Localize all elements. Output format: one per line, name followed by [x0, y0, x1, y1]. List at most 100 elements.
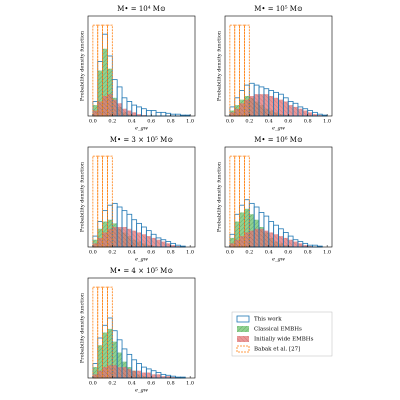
- x-tick-label: 0.8: [167, 250, 175, 256]
- hist-bar: [253, 206, 260, 248]
- hist-bar: [117, 227, 123, 247]
- x-tick-label: 1.0: [323, 250, 331, 256]
- hist-bar: [92, 155, 99, 248]
- hist-bar: [297, 108, 303, 116]
- hist-bar: [116, 206, 123, 248]
- hist-bar: [102, 232, 108, 247]
- hist-bar: [92, 110, 98, 116]
- hist-bar: [126, 353, 133, 379]
- x-tick-label: 0.2: [108, 250, 116, 256]
- hist-bar: [278, 93, 284, 117]
- hist-bar: [263, 88, 270, 117]
- axes-frame: [224, 15, 333, 117]
- hist-bar: [307, 246, 313, 247]
- hist-bar: [122, 367, 127, 378]
- hist-bar: [297, 243, 303, 247]
- axes-frame: [224, 146, 333, 248]
- hist-bar: [102, 367, 108, 378]
- y-axis-label: Probability density function: [217, 161, 223, 232]
- hist-bar: [297, 241, 304, 248]
- hist-bar: [136, 114, 142, 116]
- hist-bar: [145, 368, 152, 379]
- hist-bar: [117, 352, 123, 378]
- hist-bar: [229, 155, 236, 248]
- x-tick-label: 1.0: [323, 119, 331, 125]
- hist-bar: [107, 24, 113, 117]
- hist-bar: [234, 155, 240, 248]
- hist-bar: [175, 246, 181, 247]
- hist-bar: [102, 96, 108, 116]
- hist-bar: [131, 230, 137, 247]
- panel-title: M• = 10⁵ M⊙: [254, 5, 303, 13]
- hist-bar: [258, 212, 265, 248]
- hist-bar: [145, 110, 152, 117]
- x-tick-label: 0.2: [108, 381, 116, 387]
- hist-bar: [155, 372, 162, 379]
- hist-bar: [263, 230, 269, 247]
- hist-bar: [234, 108, 240, 116]
- hist-bar: [97, 370, 103, 378]
- hist-bar: [170, 242, 176, 248]
- legend-label: Initially wide EMBHs: [254, 337, 314, 343]
- hist-bar: [102, 24, 108, 117]
- hist-bar: [102, 155, 108, 248]
- hist-bar: [273, 91, 279, 117]
- hist-bar: [112, 227, 118, 247]
- hist-bar: [239, 24, 245, 117]
- x-axis-label: e_gw: [272, 257, 286, 263]
- legend-swatch: [237, 326, 249, 332]
- hist-bar: [239, 236, 245, 247]
- hist-bar: [165, 243, 171, 247]
- hist-bar: [107, 94, 113, 116]
- panel-title: M• = 3 × 10⁵ M⊙: [110, 136, 173, 144]
- hist-bar: [97, 101, 103, 116]
- hist-bar: [317, 115, 323, 116]
- x-tick-label: 0.8: [167, 381, 175, 387]
- hist-bar: [131, 219, 138, 248]
- hist-bar: [234, 239, 240, 247]
- hist-bar: [160, 376, 166, 378]
- x-tick-label: 0.2: [245, 119, 253, 125]
- panel-title: M• = 10⁴ M⊙: [117, 5, 166, 13]
- hist-bar: [121, 348, 128, 379]
- hist-bar: [117, 367, 123, 378]
- hist-bar: [112, 365, 118, 378]
- hist-bar: [273, 234, 279, 247]
- y-axis-label: Probability density function: [80, 30, 86, 101]
- hist-bar: [141, 115, 147, 116]
- x-tick-label: 0.8: [167, 119, 175, 125]
- x-axis-label: e_gw: [135, 388, 149, 394]
- legend-swatch: [237, 336, 249, 342]
- x-axis-label: e_gw: [272, 126, 286, 132]
- hist-bar: [239, 103, 245, 116]
- x-tick-label: 0.0: [226, 250, 234, 256]
- hist-bar: [131, 370, 137, 378]
- hist-bar: [297, 106, 304, 117]
- y-axis-label: Probability density function: [80, 161, 86, 232]
- hist-bar: [97, 237, 103, 247]
- hist-bar: [268, 232, 274, 247]
- hist-bar: [151, 237, 157, 247]
- hist-bar: [136, 222, 142, 248]
- hist-bar: [107, 68, 113, 116]
- axes-frame: [87, 15, 196, 117]
- hist-bar: [254, 94, 260, 116]
- x-tick-label: 0.2: [245, 250, 253, 256]
- hist-bar: [107, 155, 113, 248]
- x-tick-label: 0.0: [89, 119, 97, 125]
- hist-bar: [150, 370, 157, 379]
- hist-bar: [283, 237, 289, 247]
- hist-bar: [244, 99, 250, 116]
- hist-bar: [229, 24, 236, 117]
- x-tick-label: 0.8: [304, 119, 312, 125]
- hist-bar: [141, 226, 147, 248]
- hist-bar: [234, 221, 240, 247]
- y-axis-label: Probability density function: [217, 30, 223, 101]
- hist-bar: [116, 86, 123, 117]
- hist-bar: [165, 376, 171, 378]
- hist-bar: [107, 228, 113, 247]
- hist-bar: [249, 214, 255, 247]
- hist-bar: [165, 241, 172, 248]
- hist-bar: [111, 202, 118, 248]
